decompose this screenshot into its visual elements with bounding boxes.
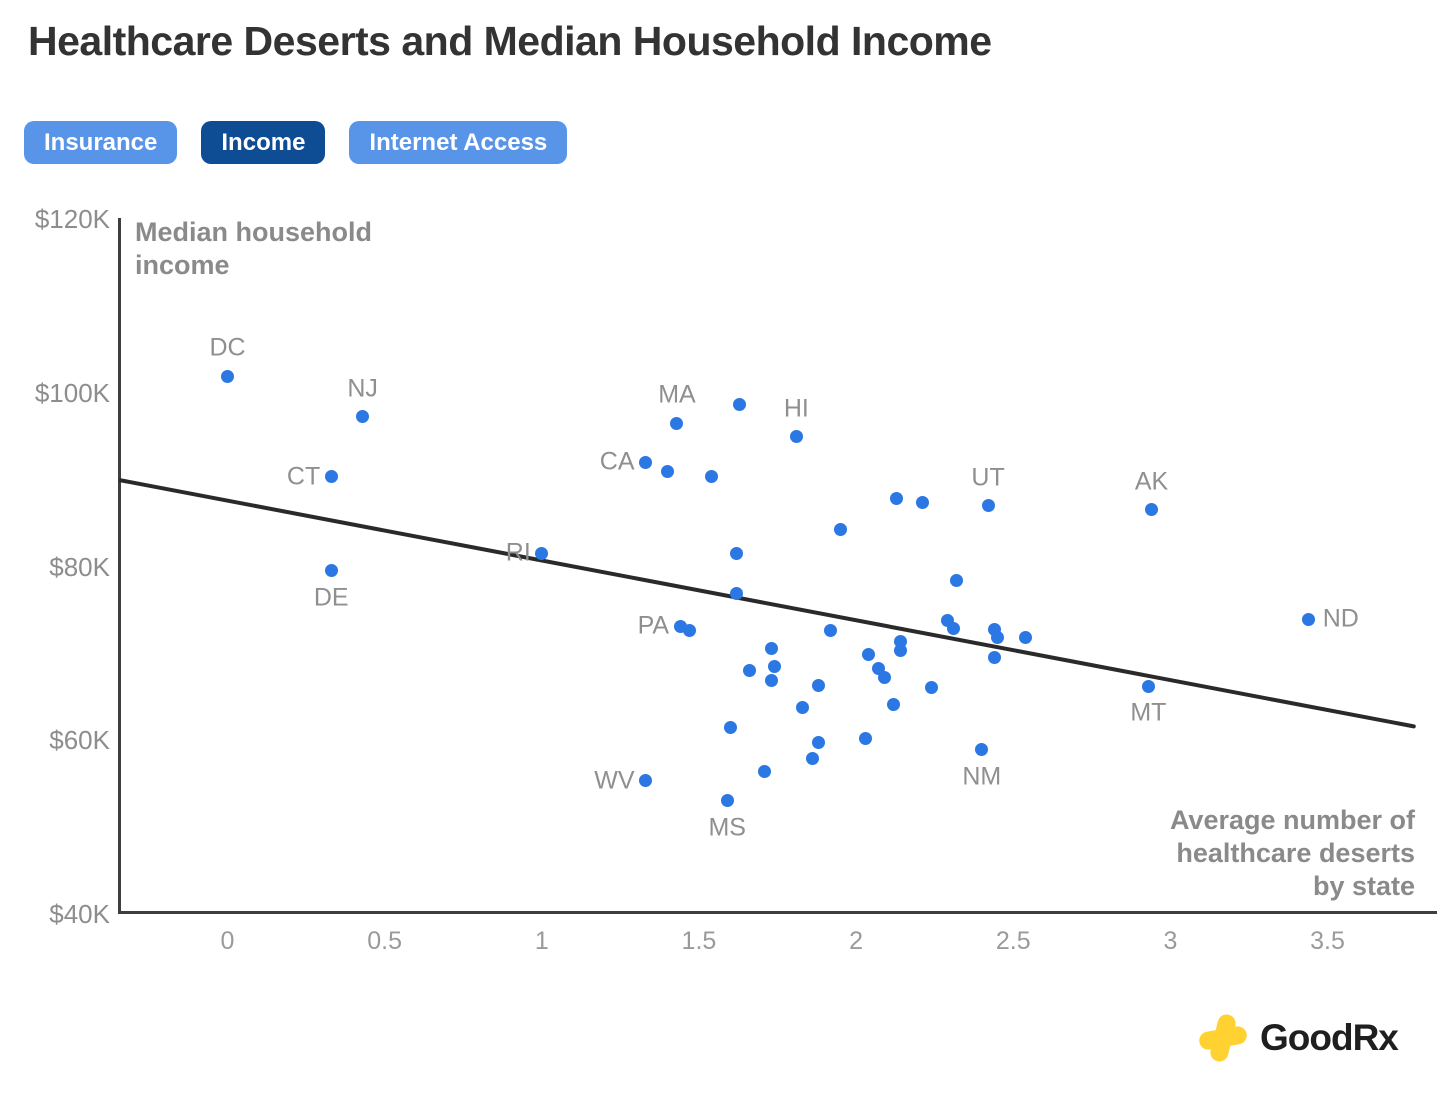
data-point[interactable]: [987, 651, 1001, 665]
data-point[interactable]: [723, 721, 737, 735]
data-point[interactable]: [862, 647, 876, 661]
x-tick-label: 0.5: [367, 927, 403, 955]
data-point-ri[interactable]: [535, 546, 549, 560]
data-point[interactable]: [859, 731, 873, 745]
data-point[interactable]: [805, 751, 819, 765]
x-tick-label: 2.5: [995, 927, 1031, 955]
data-point[interactable]: [742, 664, 756, 678]
state-label-ri: RI: [505, 538, 531, 567]
x-tick-label: 1: [534, 927, 549, 955]
data-point[interactable]: [811, 736, 825, 750]
data-point[interactable]: [705, 470, 719, 484]
data-point-hi[interactable]: [789, 430, 803, 444]
data-point-ut[interactable]: [981, 499, 995, 513]
goodrx-logo-text: GoodRx: [1260, 1017, 1399, 1058]
data-point[interactable]: [893, 644, 907, 658]
state-label-nj: NJ: [347, 374, 378, 403]
state-label-ms: MS: [708, 813, 746, 842]
data-point[interactable]: [833, 522, 847, 536]
data-point-ma[interactable]: [670, 416, 684, 430]
x-axis-title: Average number of healthcare deserts by …: [1169, 805, 1415, 901]
y-tick-label: $40K: [49, 899, 110, 929]
x-tick-label: 2: [849, 927, 864, 955]
data-point[interactable]: [947, 621, 961, 635]
data-point-nm[interactable]: [975, 743, 989, 757]
data-point[interactable]: [877, 671, 891, 685]
data-point-ct[interactable]: [324, 470, 338, 484]
data-point[interactable]: [925, 681, 939, 695]
y-tick-label: $60K: [49, 725, 110, 756]
filter-button-income[interactable]: Income: [201, 121, 326, 164]
data-point-wv[interactable]: [639, 774, 653, 788]
y-tick-label: $100K: [34, 377, 110, 408]
page-title: Healthcare Deserts and Median Household …: [28, 18, 992, 64]
state-label-wv: WV: [594, 766, 635, 795]
data-point[interactable]: [764, 642, 778, 656]
data-point-dc[interactable]: [221, 369, 234, 383]
x-tick-label: 1.5: [681, 927, 717, 955]
data-point-nj[interactable]: [356, 410, 370, 424]
state-label-ak: AK: [1134, 467, 1169, 496]
data-point[interactable]: [811, 678, 825, 692]
y-tick-label: $120K: [34, 204, 110, 234]
data-point[interactable]: [730, 546, 744, 560]
data-point[interactable]: [796, 701, 810, 715]
data-point[interactable]: [661, 465, 675, 479]
data-point-ca[interactable]: [639, 455, 653, 469]
data-point[interactable]: [733, 398, 747, 412]
state-label-nm: NM: [962, 762, 1002, 791]
cross-horizontal-bar: [1197, 1024, 1249, 1052]
data-point[interactable]: [683, 624, 697, 638]
data-point[interactable]: [991, 631, 1005, 645]
filter-buttons: Insurance Income Internet Access: [24, 121, 568, 164]
data-point[interactable]: [758, 764, 772, 778]
state-label-de: DE: [313, 583, 349, 612]
state-label-hi: HI: [783, 394, 809, 423]
data-point[interactable]: [767, 659, 781, 673]
data-point[interactable]: [1019, 631, 1033, 645]
data-point-ak[interactable]: [1145, 503, 1159, 517]
y-tick-label: $80K: [49, 551, 110, 582]
state-label-ca: CA: [599, 447, 635, 476]
x-tick-label: 3: [1163, 927, 1178, 955]
data-point[interactable]: [890, 492, 904, 506]
goodrx-logo: GoodRx: [1197, 1012, 1399, 1064]
data-point-ms[interactable]: [720, 794, 734, 808]
filter-button-insurance[interactable]: Insurance: [24, 121, 178, 164]
state-label-nd: ND: [1322, 604, 1359, 633]
state-label-ut: UT: [971, 463, 1005, 492]
filter-button-internet-access[interactable]: Internet Access: [349, 121, 568, 164]
x-axis-line: [118, 911, 1437, 914]
state-label-ct: CT: [286, 462, 321, 491]
data-point[interactable]: [824, 624, 838, 638]
data-point-nd[interactable]: [1302, 612, 1316, 626]
data-point[interactable]: [915, 496, 929, 510]
data-point[interactable]: [730, 586, 744, 600]
x-tick-label: 3.5: [1310, 927, 1345, 955]
state-label-dc: DC: [209, 333, 246, 362]
data-point[interactable]: [950, 573, 964, 587]
y-axis-title: Median household income: [135, 217, 373, 280]
data-point-mt[interactable]: [1141, 679, 1155, 693]
data-point-de[interactable]: [324, 564, 338, 578]
data-point[interactable]: [887, 698, 901, 711]
y-axis-line: [118, 218, 121, 914]
goodrx-cross-icon: [1197, 1012, 1249, 1064]
state-label-pa: PA: [637, 611, 670, 640]
state-label-ma: MA: [658, 380, 696, 409]
state-label-mt: MT: [1130, 698, 1167, 727]
data-point[interactable]: [764, 673, 778, 687]
x-tick-label: 0: [220, 927, 235, 955]
